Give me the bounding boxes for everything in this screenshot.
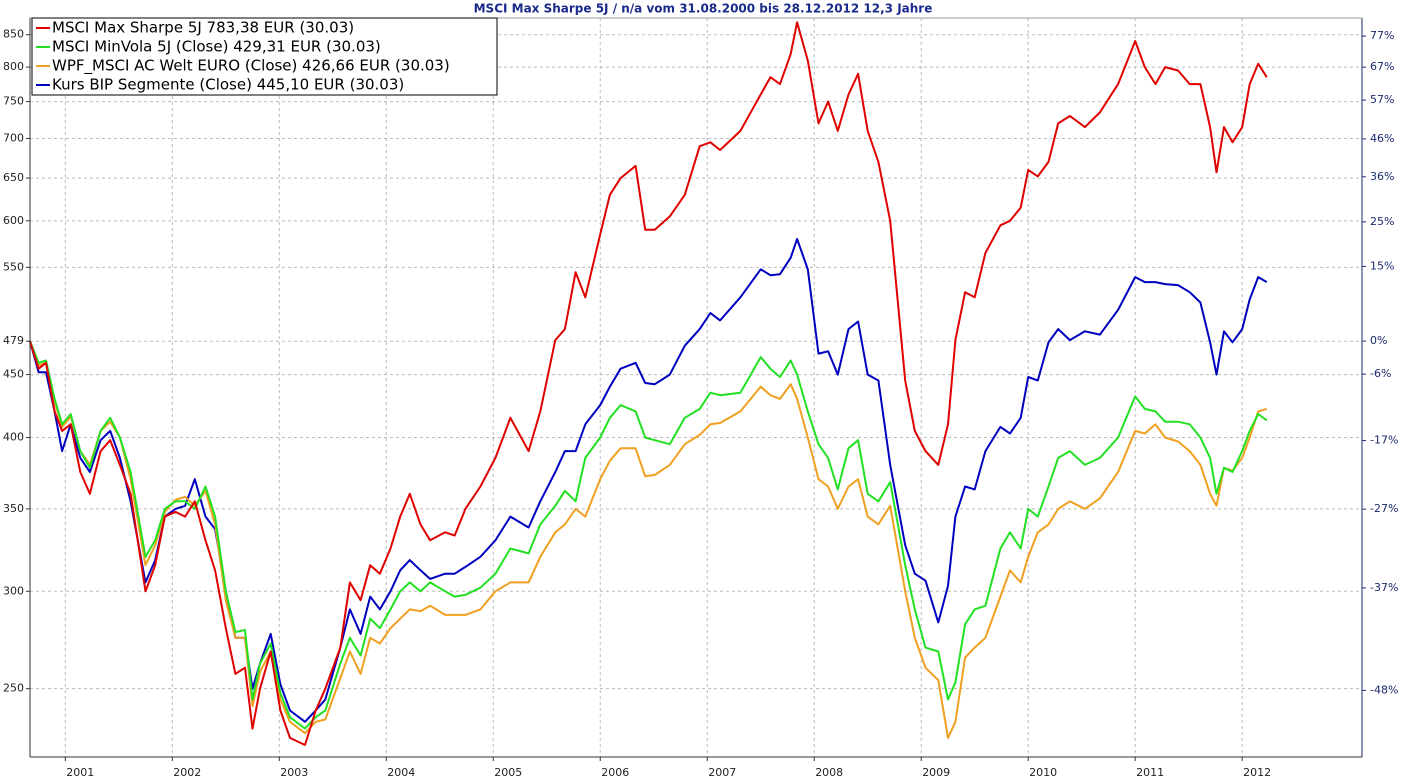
y2-tick-label: 15% [1370,259,1394,272]
x-tick-label: 2005 [494,766,522,779]
y-tick-label: 350 [3,502,24,515]
y-tick-label: 479 [3,334,24,347]
y2-tick-label: -27% [1370,502,1398,515]
x-tick-label: 2007 [708,766,736,779]
y-tick-label: 550 [3,260,24,273]
x-tick-label: 2003 [280,766,308,779]
y-tick-label: 300 [3,584,24,597]
x-tick-label: 2012 [1243,766,1271,779]
y2-tick-label: -37% [1370,581,1398,594]
y-tick-label: 700 [3,131,24,144]
y-tick-label: 750 [3,95,24,108]
legend-label: WPF_MSCI AC Welt EURO (Close) 426,66 EUR… [52,57,450,76]
x-tick-label: 2009 [922,766,950,779]
y-tick-label: 250 [3,682,24,695]
y-tick-label: 600 [3,214,24,227]
y2-tick-label: 67% [1370,60,1394,73]
y-tick-label: 800 [3,60,24,73]
x-tick-label: 2004 [387,766,415,779]
series-line [29,340,1268,730]
y-tick-label: 650 [3,171,24,184]
y-tick-label: 850 [3,28,24,41]
y2-tick-label: 57% [1370,93,1394,106]
legend-label: Kurs BIP Segmente (Close) 445,10 EUR (30… [52,76,404,94]
series-line [29,21,1268,746]
y-tick-label: 400 [3,431,24,444]
y2-tick-label: 36% [1370,170,1394,183]
y2-tick-label: -17% [1370,434,1398,447]
series-line [29,340,1268,739]
legend-label: MSCI MinVola 5J (Close) 429,31 EUR (30.0… [52,38,381,56]
x-tick-label: 2001 [66,766,94,779]
lines [29,21,1268,746]
x-tick-label: 2006 [601,766,629,779]
x-tick-label: 2010 [1029,766,1057,779]
y2-tick-label: 77% [1370,29,1394,42]
legend: MSCI Max Sharpe 5J 783,38 EUR (30.03)MSC… [31,17,498,96]
axes: 250 300 350 400 450 479 550 600 650 700 750 800 850 -… [3,17,1398,779]
x-tick-label: 2011 [1136,766,1164,779]
y2-tick-label: 25% [1370,215,1394,228]
x-tick-label: 2008 [815,766,843,779]
y2-tick-label: -48% [1370,683,1398,696]
chart-title: MSCI Max Sharpe 5J / n/a vom 31.08.2000 … [474,2,933,16]
legend-box [31,17,498,96]
series-line [29,238,1268,723]
legend-label: MSCI Max Sharpe 5J 783,38 EUR (30.03) [52,19,354,37]
y-tick-label: 450 [3,368,24,381]
x-tick-label: 2002 [173,766,201,779]
y2-tick-label: 46% [1370,132,1394,145]
y2-tick-label: 0% [1370,334,1387,347]
y2-tick-label: -6% [1370,367,1391,380]
